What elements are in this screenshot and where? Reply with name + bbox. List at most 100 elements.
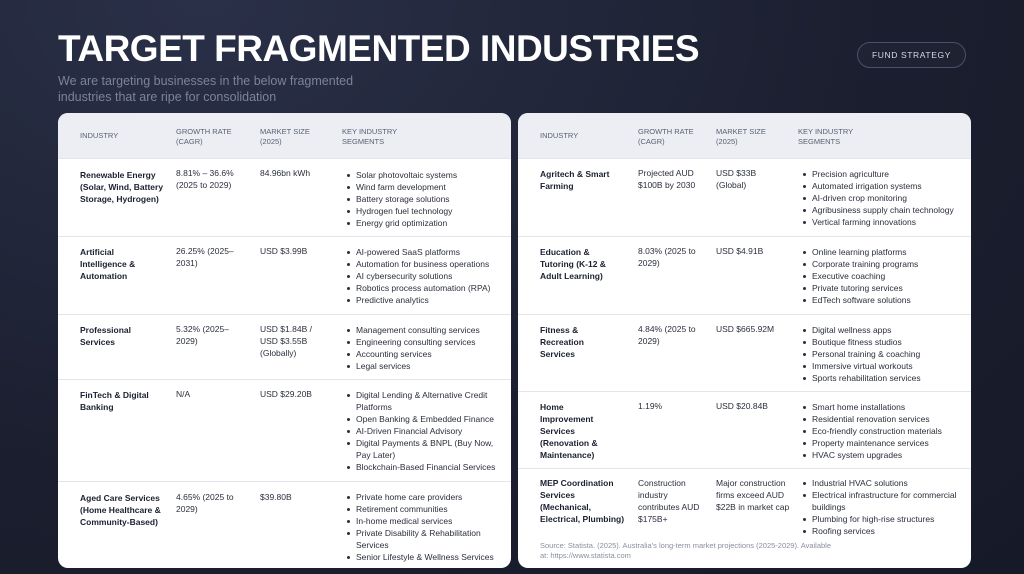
market-size: 84.96bn kWh xyxy=(260,168,311,178)
segment-item: Online learning platforms xyxy=(802,246,968,258)
segment-item: Corporate training programs xyxy=(802,258,968,270)
table-row: Professional Services 5.32% (2025–2029) … xyxy=(58,314,511,379)
growth-rate: Construction industry contributes AUD $1… xyxy=(638,478,700,524)
market-size: USD $29.20B xyxy=(260,389,312,399)
segment-item: Precision agriculture xyxy=(802,168,968,180)
segment-item: Industrial HVAC solutions xyxy=(802,477,968,489)
segment-item: AI-powered SaaS platforms xyxy=(346,246,506,258)
segment-item: Private tutoring services xyxy=(802,282,968,294)
segment-item: AI-driven crop monitoring xyxy=(802,192,968,204)
segment-list: Smart home installations Residential ren… xyxy=(802,401,968,461)
industry-name: Agritech & Smart Farming xyxy=(540,169,610,191)
segment-item: Immersive virtual workouts xyxy=(802,360,968,372)
segment-item: Roofing services xyxy=(802,525,968,537)
segment-item: Senior Lifestyle & Wellness Services xyxy=(346,551,506,563)
segment-item: Blockchain-Based Financial Services xyxy=(346,461,506,473)
table-row: Artificial Intelligence & Automation 26.… xyxy=(58,236,511,314)
growth-rate: 4.65% (2025 to 2029) xyxy=(176,492,234,514)
source-note: Source: Statista. (2025). Australia's lo… xyxy=(540,541,832,560)
table-row: Home Improvement Services (Renovation & … xyxy=(518,391,971,468)
segment-item: Private home care providers xyxy=(346,491,506,503)
growth-rate: 8.81% – 36.6% (2025 to 2029) xyxy=(176,168,234,190)
market-size: USD $3.99B xyxy=(260,246,308,256)
segment-list: Online learning platforms Corporate trai… xyxy=(802,246,968,306)
growth-rate: 1.19% xyxy=(638,401,663,411)
table-row: FinTech & Digital Banking N/A USD $29.20… xyxy=(58,379,511,481)
segment-item: Private Disability & Rehabilitation Serv… xyxy=(346,527,506,551)
left-industry-table: INDUSTRY GROWTH RATE (CAGR) MARKET SIZE … xyxy=(58,113,511,568)
segment-item: HVAC system upgrades xyxy=(802,449,968,461)
col-market-header: MARKET SIZE (2025) xyxy=(260,127,310,146)
col-growth-header: GROWTH RATE (CAGR) xyxy=(638,127,694,146)
industry-name: Aged Care Services (Home Healthcare & Co… xyxy=(80,493,161,527)
market-size: $39.80B xyxy=(260,492,292,502)
col-growth-header: GROWTH RATE (CAGR) xyxy=(176,127,232,146)
table-header: INDUSTRY GROWTH RATE (CAGR) MARKET SIZE … xyxy=(518,113,971,158)
segment-item: Open Banking & Embedded Finance xyxy=(346,413,506,425)
industry-name: Renewable Energy (Solar, Wind, Battery S… xyxy=(80,170,164,204)
market-size: Major construction firms exceed AUD $22B… xyxy=(716,478,790,512)
growth-rate: 4.84% (2025 to 2029) xyxy=(638,324,696,346)
segment-item: EdTech software solutions xyxy=(802,294,968,306)
right-industry-table: INDUSTRY GROWTH RATE (CAGR) MARKET SIZE … xyxy=(518,113,971,568)
col-segments-header: KEY INDUSTRY SEGMENTS xyxy=(342,127,398,146)
segment-item: Solar photovoltaic systems xyxy=(346,169,506,181)
market-size: USD $20.84B xyxy=(716,401,768,411)
segment-item: Eco-friendly construction materials xyxy=(802,425,968,437)
segment-list: Digital wellness apps Boutique fitness s… xyxy=(802,324,968,384)
table-row: Agritech & Smart Farming Projected AUD $… xyxy=(518,158,971,236)
segment-item: Predictive analytics xyxy=(346,294,506,306)
industry-name: Artificial Intelligence & Automation xyxy=(80,247,136,281)
table-row: Fitness & Recreation Services 4.84% (202… xyxy=(518,314,971,391)
industry-name: Education & Tutoring (K-12 & Adult Learn… xyxy=(540,247,606,281)
market-size: USD $665.92M xyxy=(716,324,775,334)
industry-name: Home Improvement Services (Renovation & … xyxy=(540,402,598,460)
segment-item: Energy grid optimization xyxy=(346,217,506,229)
segment-item: AI cybersecurity solutions xyxy=(346,270,506,282)
segment-item: Hydrogen fuel technology xyxy=(346,205,506,217)
segment-item: Retirement communities xyxy=(346,503,506,515)
segment-item: Residential renovation services xyxy=(802,413,968,425)
growth-rate: Projected AUD $100B by 2030 xyxy=(638,168,696,190)
segment-list: Solar photovoltaic systems Wind farm dev… xyxy=(346,169,506,229)
industry-name: FinTech & Digital Banking xyxy=(80,390,149,412)
table-row: Aged Care Services (Home Healthcare & Co… xyxy=(58,481,511,568)
segment-item: AI-Driven Financial Advisory xyxy=(346,425,506,437)
segment-item: Robotics process automation (RPA) xyxy=(346,282,506,294)
segment-list: Private home care providers Retirement c… xyxy=(346,491,506,563)
segment-item: Boutique fitness studios xyxy=(802,336,968,348)
segment-item: Smart home installations xyxy=(802,401,968,413)
segment-item: Management consulting services xyxy=(346,324,506,336)
industry-name: Fitness & Recreation Services xyxy=(540,325,584,359)
segment-item: Wind farm development xyxy=(346,181,506,193)
market-size: USD $4.91B xyxy=(716,246,764,256)
segment-item: Executive coaching xyxy=(802,270,968,282)
fund-strategy-button[interactable]: FUND STRATEGY xyxy=(857,42,966,68)
segment-item: Agribusiness supply chain technology xyxy=(802,204,968,216)
segment-list: AI-powered SaaS platforms Automation for… xyxy=(346,246,506,306)
segment-item: Sports rehabilitation services xyxy=(802,372,968,384)
table-header: INDUSTRY GROWTH RATE (CAGR) MARKET SIZE … xyxy=(58,113,511,158)
segment-list: Digital Lending & Alternative Credit Pla… xyxy=(346,389,506,473)
page-subtitle: We are targeting businesses in the below… xyxy=(58,74,354,104)
segment-item: Automation for business operations xyxy=(346,258,506,270)
industry-name: Professional Services xyxy=(80,325,132,347)
growth-rate: N/A xyxy=(176,389,191,399)
segment-item: Engineering consulting services xyxy=(346,336,506,348)
segment-item: Property maintenance services xyxy=(802,437,968,449)
segment-item: Battery storage solutions xyxy=(346,193,506,205)
segment-item: Automated irrigation systems xyxy=(802,180,968,192)
segment-item: Electrical infrastructure for commercial… xyxy=(802,489,968,513)
growth-rate: 5.32% (2025–2029) xyxy=(176,324,229,346)
segment-list: Management consulting services Engineeri… xyxy=(346,324,506,372)
segment-item: Digital Payments & BNPL (Buy Now, Pay La… xyxy=(346,437,506,461)
col-industry-header: INDUSTRY xyxy=(80,131,119,140)
segment-item: Vertical farming innovations xyxy=(802,216,968,228)
industry-name: MEP Coordination Services (Mechanical, E… xyxy=(540,478,625,524)
table-row: MEP Coordination Services (Mechanical, E… xyxy=(518,468,971,568)
market-size: USD $1.84B / USD $3.55B (Globally) xyxy=(260,324,312,358)
table-row: Education & Tutoring (K-12 & Adult Learn… xyxy=(518,236,971,314)
segment-item: Accounting services xyxy=(346,348,506,360)
growth-rate: 26.25% (2025–2031) xyxy=(176,246,234,268)
page-title: TARGET FRAGMENTED INDUSTRIES xyxy=(58,28,700,69)
